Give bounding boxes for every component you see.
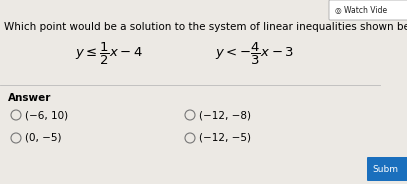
Text: Subm: Subm [372,165,398,174]
Text: (−12, −5): (−12, −5) [199,133,251,143]
Text: $y \leq \dfrac{1}{2}x - 4$: $y \leq \dfrac{1}{2}x - 4$ [75,41,143,67]
Text: (−6, 10): (−6, 10) [25,110,68,120]
FancyBboxPatch shape [329,0,407,20]
Text: Which point would be a solution to the system of linear inequalities shown below: Which point would be a solution to the s… [4,22,407,32]
Text: (−12, −8): (−12, −8) [199,110,251,120]
Text: $y < -\dfrac{4}{3}x - 3$: $y < -\dfrac{4}{3}x - 3$ [215,41,294,67]
Text: ◎ Watch Vide: ◎ Watch Vide [335,6,387,15]
Text: (0, −5): (0, −5) [25,133,61,143]
FancyBboxPatch shape [367,157,407,181]
Text: Answer: Answer [8,93,51,103]
